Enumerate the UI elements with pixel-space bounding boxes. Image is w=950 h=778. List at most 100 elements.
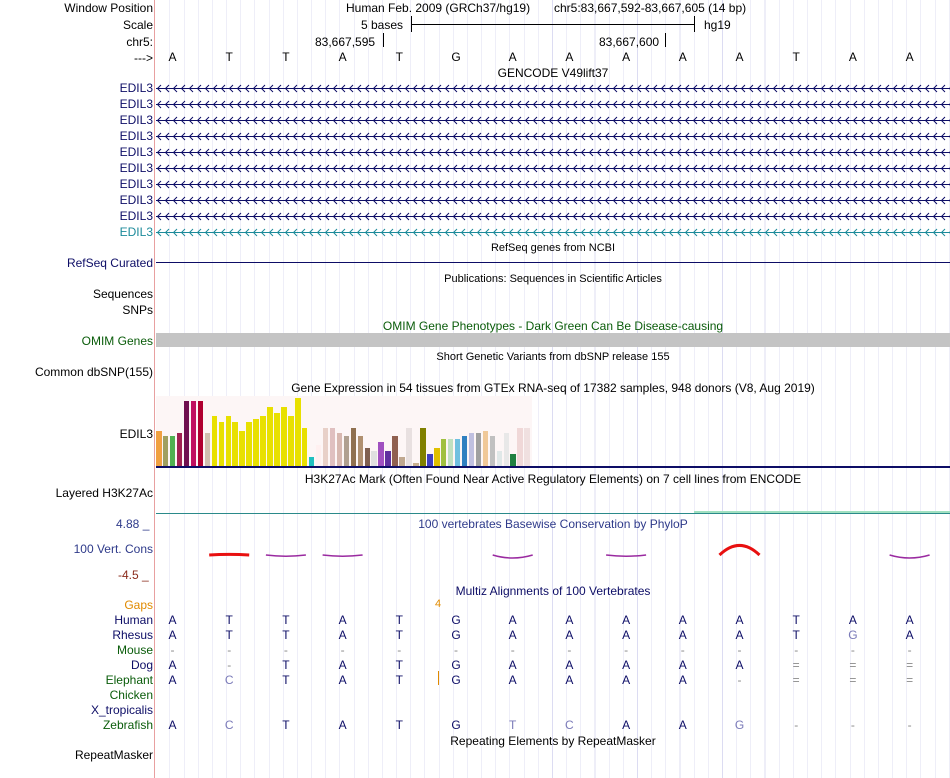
gencode-transcript-chevrons[interactable] [156, 212, 950, 221]
gtex-bar[interactable] [267, 406, 273, 466]
gtex-bar[interactable] [357, 436, 364, 466]
gtex-bar[interactable] [434, 448, 440, 466]
gtex-bar[interactable] [364, 448, 370, 466]
gtex-bar[interactable] [301, 427, 308, 466]
gtex-bar[interactable] [420, 427, 426, 466]
gtex-bar[interactable] [378, 442, 384, 466]
gencode-transcript-chevrons[interactable] [156, 196, 950, 205]
publications-sequences-label[interactable]: Sequences [92, 287, 153, 301]
gencode-transcript-label[interactable]: EDIL3 [119, 177, 153, 191]
publications-snps-label[interactable]: SNPs [122, 303, 153, 317]
gtex-bar-chart[interactable] [156, 396, 536, 466]
gtex-bar[interactable] [295, 398, 301, 466]
species-label[interactable]: Dog [130, 658, 153, 672]
gencode-transcript-label[interactable]: EDIL3 [119, 81, 153, 95]
gtex-bar[interactable] [315, 445, 322, 466]
phylop-label[interactable]: 100 Vert. Cons [73, 542, 153, 556]
repeatmasker-label[interactable]: RepeatMasker [74, 748, 153, 762]
gencode-transcript-chevrons[interactable] [156, 100, 950, 109]
gtex-bar[interactable] [329, 427, 336, 466]
gtex-bar[interactable] [169, 436, 176, 466]
gencode-transcript-chevrons[interactable] [156, 132, 950, 141]
gencode-transcript-label[interactable]: EDIL3 [119, 97, 153, 111]
species-label[interactable]: Elephant [105, 673, 153, 687]
gencode-transcript-chevrons[interactable] [156, 84, 950, 93]
gtex-bar[interactable] [197, 400, 204, 466]
gtex-bar[interactable] [413, 463, 419, 466]
species-label[interactable]: Mouse [116, 643, 153, 657]
species-label[interactable]: Chicken [109, 688, 153, 702]
gtex-bar[interactable] [385, 451, 391, 466]
gencode-transcript-chevrons[interactable] [156, 228, 950, 237]
gtex-bar[interactable] [517, 427, 523, 466]
gtex-bar[interactable] [454, 439, 461, 466]
gtex-bar[interactable] [288, 415, 294, 466]
phylop-plot[interactable] [156, 530, 950, 580]
gtex-bar[interactable] [392, 436, 398, 466]
elephant-insertion-mark [438, 671, 439, 685]
gtex-label[interactable]: EDIL3 [119, 427, 153, 441]
gtex-bar[interactable] [468, 433, 475, 466]
gtex-bar[interactable] [246, 421, 252, 466]
gencode-transcript-label[interactable]: EDIL3 [119, 225, 153, 239]
gtex-bar[interactable] [183, 400, 190, 466]
gtex-bar[interactable] [211, 415, 218, 466]
gtex-bar[interactable] [162, 436, 169, 466]
species-label[interactable]: Rhesus [112, 628, 153, 642]
gtex-bar[interactable] [475, 433, 482, 466]
gtex-bar[interactable] [336, 433, 343, 466]
gencode-transcript-chevrons[interactable] [156, 116, 950, 125]
h3k27ac-label[interactable]: Layered H3K27Ac [55, 486, 153, 500]
gtex-bar[interactable] [503, 433, 509, 466]
gtex-bar[interactable] [427, 454, 433, 466]
gtex-bar[interactable] [371, 451, 377, 466]
gtex-bar[interactable] [482, 430, 489, 466]
gtex-bar[interactable] [156, 430, 162, 466]
gtex-bar[interactable] [204, 433, 211, 466]
gtex-bar[interactable] [447, 439, 454, 466]
gtex-bar[interactable] [406, 427, 412, 466]
refseq-gene-line[interactable] [156, 262, 950, 263]
gencode-transcript-label[interactable]: EDIL3 [119, 193, 153, 207]
gtex-bar[interactable] [253, 418, 259, 466]
repeatmasker-title: Repeating Elements by RepeatMasker [450, 734, 656, 748]
gtex-bar[interactable] [489, 436, 496, 466]
gtex-bar[interactable] [510, 454, 516, 466]
gtex-bar[interactable] [399, 457, 405, 466]
h3k27ac-signal[interactable] [156, 513, 950, 514]
alignment-base: - [794, 718, 799, 732]
gtex-bar[interactable] [218, 421, 225, 466]
gencode-transcript-label[interactable]: EDIL3 [119, 113, 153, 127]
gtex-bar[interactable] [308, 457, 315, 466]
gtex-bar[interactable] [239, 430, 245, 466]
omim-bar[interactable] [156, 333, 950, 347]
gtex-bar[interactable] [461, 436, 468, 466]
gencode-transcript-label[interactable]: EDIL3 [119, 161, 153, 175]
species-label[interactable]: Human [114, 613, 153, 627]
species-label[interactable]: Zebrafish [102, 718, 153, 732]
gtex-bar[interactable] [440, 439, 447, 466]
gencode-transcript-chevrons[interactable] [156, 148, 950, 157]
gencode-transcript-label[interactable]: EDIL3 [119, 145, 153, 159]
omim-label[interactable]: OMIM Genes [81, 334, 153, 348]
gtex-bar[interactable] [274, 412, 280, 466]
gencode-transcript-label[interactable]: EDIL3 [119, 129, 153, 143]
gtex-bar[interactable] [176, 433, 183, 466]
gtex-bar[interactable] [343, 436, 350, 466]
gtex-bar[interactable] [190, 400, 197, 466]
species-label[interactable]: X_tropicalis [90, 703, 153, 717]
gtex-bar[interactable] [524, 427, 530, 466]
gencode-transcript-chevrons[interactable] [156, 180, 950, 189]
gtex-bar[interactable] [496, 451, 503, 466]
gtex-bar[interactable] [350, 427, 357, 466]
refseq-label[interactable]: RefSeq Curated [66, 256, 153, 270]
gtex-bar[interactable] [232, 421, 238, 466]
gencode-transcript-label[interactable]: EDIL3 [119, 209, 153, 223]
dbsnp-label[interactable]: Common dbSNP(155) [34, 365, 153, 379]
gtex-bar[interactable] [322, 427, 329, 466]
gtex-bar[interactable] [260, 415, 266, 466]
gtex-bar[interactable] [225, 415, 231, 466]
gtex-bar[interactable] [281, 406, 287, 466]
gaps-label[interactable]: Gaps [124, 598, 153, 612]
gencode-transcript-chevrons[interactable] [156, 164, 950, 173]
